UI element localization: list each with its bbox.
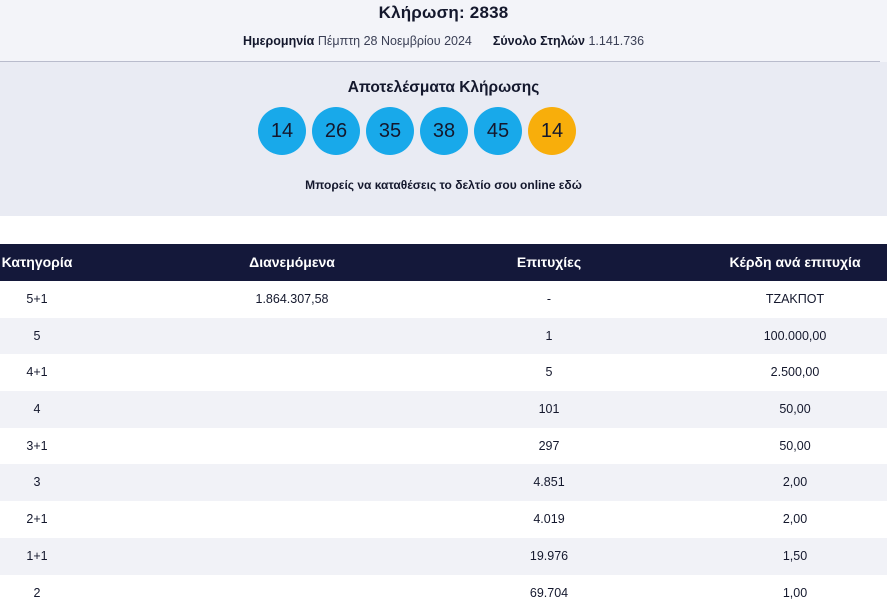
number-ball: 35 — [366, 107, 414, 155]
number-ball: 38 — [420, 107, 468, 155]
number-ball: 26 — [312, 107, 360, 155]
cell-winners: 297 — [460, 428, 638, 465]
cell-category: 4 — [0, 391, 74, 428]
cell-category: 5 — [0, 318, 74, 355]
table-row: 3+1 297 50,00 — [0, 428, 887, 465]
total-columns-label: Σύνολο Στηλών — [493, 34, 585, 48]
cell-category: 3 — [0, 464, 74, 501]
cell-winners: 69.704 — [460, 575, 638, 611]
cell-distributed: 1.864.307,58 — [185, 281, 399, 318]
cell-prize: 2,00 — [695, 464, 887, 501]
cell-prize: 2,00 — [695, 501, 887, 538]
table-row: 4 101 50,00 — [0, 391, 887, 428]
joker-ball: 14 — [528, 107, 576, 155]
cell-category: 1+1 — [0, 538, 74, 575]
draw-header: Κλήρωση: 2838 Ημερομηνία Πέμπτη 28 Νοεμβ… — [0, 0, 887, 62]
cell-prize: 100.000,00 — [695, 318, 887, 355]
date-label: Ημερομηνία — [243, 34, 314, 48]
spacer — [0, 216, 887, 244]
results-panel: Αποτελέσματα Κλήρωσης 14 26 35 38 45 14 … — [0, 62, 887, 216]
cell-category: 2+1 — [0, 501, 74, 538]
table-row: 4+1 5 2.500,00 — [0, 354, 887, 391]
table-row: 1+1 19.976 1,50 — [0, 538, 887, 575]
cell-category: 3+1 — [0, 428, 74, 465]
header-prize-per-winner: Κέρδη ανά επιτυχία — [695, 244, 887, 281]
date-value: Πέμπτη 28 Νοεμβρίου 2024 — [318, 34, 472, 48]
header-distributed: Διανεμόμενα — [185, 244, 399, 281]
online-note: Μπορείς να καταθέσεις το δελτίο σου onli… — [0, 178, 887, 192]
cell-prize: 1,50 — [695, 538, 887, 575]
winning-numbers: 14 26 35 38 45 14 — [258, 107, 582, 155]
number-ball: 14 — [258, 107, 306, 155]
table-row: 5 1 100.000,00 — [0, 318, 887, 355]
cell-winners: 19.976 — [460, 538, 638, 575]
header-winners: Επιτυχίες — [460, 244, 638, 281]
cell-prize: 50,00 — [695, 428, 887, 465]
cell-winners: - — [460, 281, 638, 318]
cell-winners: 1 — [460, 318, 638, 355]
draw-meta: Ημερομηνία Πέμπτη 28 Νοεμβρίου 2024 Σύνο… — [0, 34, 887, 48]
draw-title: Κλήρωση: 2838 — [0, 3, 887, 23]
table-row: 3 4.851 2,00 — [0, 464, 887, 501]
cell-prize: 2.500,00 — [695, 354, 887, 391]
cell-prize: 1,00 — [695, 575, 887, 611]
online-note-text: Μπορείς να καταθέσεις το δελτίο σου onli… — [305, 178, 555, 192]
table-row: 5+1 1.864.307,58 - ΤΖΑΚΠΟΤ — [0, 281, 887, 318]
table-body: 5+1 1.864.307,58 - ΤΖΑΚΠΟΤ 5 1 100.000,0… — [0, 281, 887, 611]
header-category: Κατηγορία — [0, 244, 74, 281]
cell-winners: 4.851 — [460, 464, 638, 501]
online-link[interactable]: εδώ — [559, 178, 582, 192]
cell-winners: 5 — [460, 354, 638, 391]
number-ball: 45 — [474, 107, 522, 155]
cell-winners: 101 — [460, 391, 638, 428]
table-row: 2+1 4.019 2,00 — [0, 501, 887, 538]
results-title: Αποτελέσματα Κλήρωσης — [0, 79, 887, 97]
cell-prize: ΤΖΑΚΠΟΤ — [695, 281, 887, 318]
cell-prize: 50,00 — [695, 391, 887, 428]
table-row: 2 69.704 1,00 — [0, 575, 887, 611]
cell-category: 5+1 — [0, 281, 74, 318]
cell-category: 4+1 — [0, 354, 74, 391]
total-columns-value: 1.141.736 — [588, 34, 644, 48]
cell-category: 2 — [0, 575, 74, 611]
cell-winners: 4.019 — [460, 501, 638, 538]
table-header: Κατηγορία Διανεμόμενα Επιτυχίες Κέρδη αν… — [0, 244, 887, 281]
